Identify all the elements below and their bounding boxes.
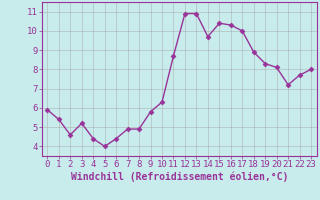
X-axis label: Windchill (Refroidissement éolien,°C): Windchill (Refroidissement éolien,°C) [70, 172, 288, 182]
